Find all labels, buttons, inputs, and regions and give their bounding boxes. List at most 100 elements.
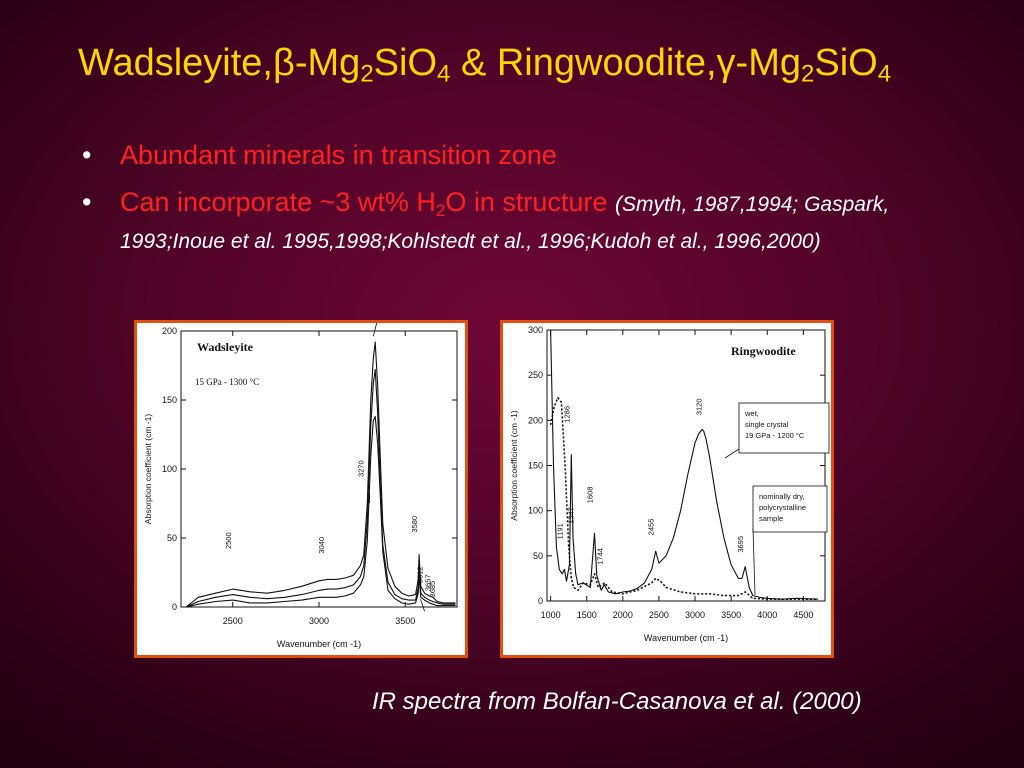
legend-text: 19 GPa - 1200 °C xyxy=(745,431,805,440)
series-point-2 xyxy=(622,593,624,595)
series-point-1 xyxy=(665,555,667,557)
series-point-3 xyxy=(360,584,361,586)
series-point-1 xyxy=(716,501,718,502)
series-point-1 xyxy=(418,554,420,555)
y-axis-label: Absorption coefficient (cm -1) xyxy=(143,414,153,525)
y-tick-label: 250 xyxy=(528,370,543,380)
series-point-1 xyxy=(698,433,699,435)
peak-label: 1608 xyxy=(586,487,595,504)
series-point-2 xyxy=(363,565,365,566)
peak-label: 1744 xyxy=(595,548,604,565)
plot-frame xyxy=(180,330,458,608)
series-point-1 xyxy=(596,575,598,577)
bullet-item-abundance: • Abundant minerals in transition zone xyxy=(82,138,932,172)
series-point-2 xyxy=(788,598,790,600)
series-point-2 xyxy=(432,601,434,602)
series-point-2 xyxy=(665,587,667,588)
series-point-2 xyxy=(738,595,739,596)
series-point-2 xyxy=(655,578,657,579)
series-point-2 xyxy=(215,596,216,598)
series-point-1 xyxy=(432,596,434,598)
series-point-2 xyxy=(694,593,696,595)
series-point-1 xyxy=(738,578,739,579)
series-point-3 xyxy=(370,454,372,456)
series-point-1 xyxy=(564,569,565,570)
series-point-1 xyxy=(266,592,268,594)
legend-text: sample xyxy=(759,514,783,523)
series-point-2 xyxy=(366,521,368,522)
series-point-1 xyxy=(370,399,372,401)
series-point-1 xyxy=(408,595,410,597)
series-point-3 xyxy=(436,605,438,606)
x-tick-label: 4500 xyxy=(793,610,813,620)
x-tick-label: 2500 xyxy=(223,616,243,626)
series-point-1 xyxy=(655,550,657,552)
series-point-3 xyxy=(249,602,251,604)
series-point-3 xyxy=(418,576,420,577)
x-tick-label: 4000 xyxy=(757,610,777,620)
series-point-1 xyxy=(701,429,703,430)
series-point-2 xyxy=(429,599,430,601)
series-point-3 xyxy=(344,595,346,597)
y-tick-label: 200 xyxy=(162,326,177,336)
series-point-1 xyxy=(442,602,444,604)
series-point-3 xyxy=(366,540,368,542)
series-point-2 xyxy=(553,406,555,408)
series-point-2 xyxy=(401,598,403,600)
series-point-1 xyxy=(577,584,579,586)
series-point-2 xyxy=(418,565,420,566)
series-point-3 xyxy=(408,603,410,605)
series-point-1 xyxy=(318,580,320,582)
bullet-text: Can incorporate ~3 wt% H2O in structure xyxy=(120,187,608,220)
series-point-2 xyxy=(604,582,606,584)
series-point-2 xyxy=(377,413,379,415)
series-point-3 xyxy=(327,596,328,598)
series-point-3 xyxy=(266,602,268,604)
series-point-3 xyxy=(420,596,422,598)
series-point-1 xyxy=(344,577,346,579)
series-point-2 xyxy=(766,598,768,600)
series-point-2 xyxy=(335,588,337,590)
series-point-1 xyxy=(752,595,754,596)
series-point-3 xyxy=(449,605,451,606)
series-point-3 xyxy=(417,592,419,594)
series-point-1 xyxy=(694,442,696,444)
peak-label: 2455 xyxy=(647,519,656,536)
gamma-symbol: γ xyxy=(716,42,736,84)
series-point-1 xyxy=(570,454,572,456)
y-tick-label: 50 xyxy=(167,533,177,543)
series-point-2 xyxy=(424,596,425,598)
peak-label: 1286 xyxy=(562,406,571,423)
series-point-2 xyxy=(442,603,444,605)
series-point-2 xyxy=(454,603,456,605)
series-point-1 xyxy=(572,537,574,539)
series-point-2 xyxy=(817,598,819,600)
bullet-list: • Abundant minerals in transition zone • C… xyxy=(82,138,932,272)
series-point-2 xyxy=(744,591,746,593)
series-point-2 xyxy=(660,580,661,582)
series-point-1 xyxy=(556,546,557,548)
peak-label: 1191 xyxy=(555,523,564,539)
series-point-1 xyxy=(335,579,337,580)
series-point-2 xyxy=(680,591,681,593)
series-point-2 xyxy=(436,602,438,604)
y-tick-label: 0 xyxy=(538,596,543,606)
series-point-2 xyxy=(709,593,710,595)
peak-label: 3695 xyxy=(736,536,745,553)
series-point-2 xyxy=(582,582,584,584)
series-point-1 xyxy=(360,565,361,566)
x-axis-label: Wavenumber (cm -1) xyxy=(644,633,728,643)
series-point-2 xyxy=(573,587,575,588)
series-point-3 xyxy=(372,420,374,422)
series-point-2 xyxy=(611,591,613,593)
series-point-1 xyxy=(603,584,605,586)
x-tick-label: 3000 xyxy=(685,610,705,620)
x-tick-label: 2500 xyxy=(649,610,669,620)
series-point-2 xyxy=(636,589,638,591)
series-point-1 xyxy=(703,430,705,432)
ringwoodite-spectrum-figure: 0 50 100 150 200 250 300 1000 1500 2000 2500 3000 35… xyxy=(500,320,834,658)
y-tick-label: 200 xyxy=(528,415,543,425)
series-point-1 xyxy=(449,602,451,604)
series-point-2 xyxy=(550,424,551,426)
series-point-1 xyxy=(680,510,681,512)
